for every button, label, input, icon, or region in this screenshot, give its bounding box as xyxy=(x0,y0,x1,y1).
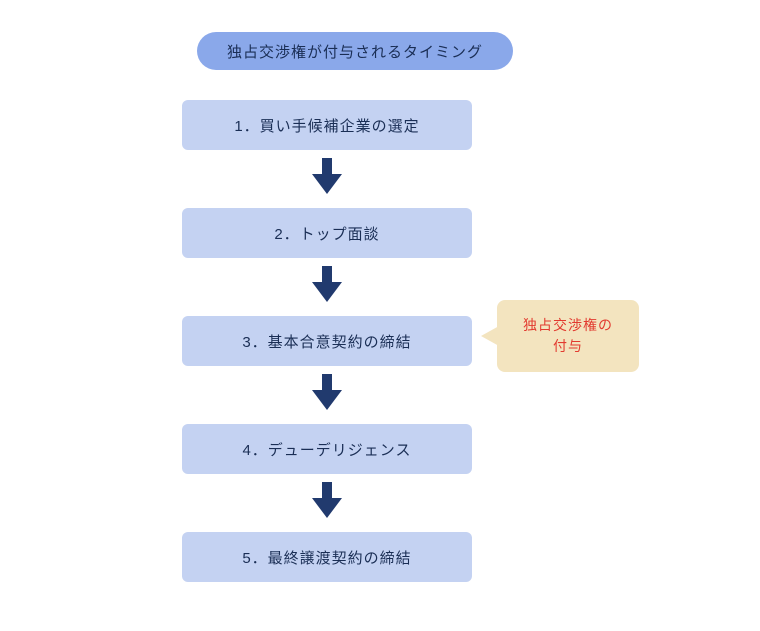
step-3: 3．基本合意契約の締結 xyxy=(182,316,472,366)
callout-line1: 独占交渉権の xyxy=(523,317,613,333)
callout-text: 独占交渉権の 付与 xyxy=(523,315,613,357)
step-2: 2．トップ面談 xyxy=(182,208,472,258)
arrow-down-icon xyxy=(310,158,344,194)
callout-line2: 付与 xyxy=(553,338,583,354)
arrow-down-icon xyxy=(310,266,344,302)
step-5: 5．最終譲渡契約の締結 xyxy=(182,532,472,582)
step-1: 1．買い手候補企業の選定 xyxy=(182,100,472,150)
title-pill: 独占交渉権が付与されるタイミング xyxy=(197,32,513,70)
callout-exclusive-rights: 独占交渉権の 付与 xyxy=(497,300,639,372)
arrow-down-icon xyxy=(310,482,344,518)
step-4: 4．デューデリジェンス xyxy=(182,424,472,474)
flowchart-container: 独占交渉権が付与されるタイミング 1．買い手候補企業の選定 2．トップ面談 3．… xyxy=(0,0,760,631)
arrow-down-icon xyxy=(310,374,344,410)
